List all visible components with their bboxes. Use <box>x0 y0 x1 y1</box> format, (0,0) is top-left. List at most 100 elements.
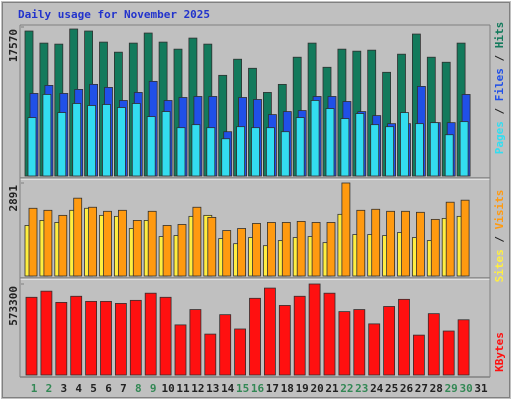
bar <box>266 222 276 277</box>
bar <box>401 210 410 277</box>
bar <box>28 207 38 277</box>
bar <box>115 303 127 376</box>
bar <box>102 104 111 177</box>
y-tick-label: 2891 <box>7 185 20 212</box>
bar <box>43 209 53 277</box>
bar <box>191 124 201 177</box>
bar <box>442 330 455 376</box>
y-tick-label: 17570 <box>7 29 20 62</box>
bar <box>222 230 232 277</box>
x-tick-label: 24 <box>370 382 384 395</box>
x-tick-label: 14 <box>221 382 235 395</box>
x-tick-label: 30 <box>459 382 472 395</box>
x-tick-label: 25 <box>385 382 398 395</box>
bar <box>296 221 306 277</box>
x-tick-label: 16 <box>251 382 265 395</box>
bar <box>159 296 172 376</box>
bar <box>132 220 142 277</box>
bar <box>281 222 291 277</box>
legend-separator: / <box>493 48 506 68</box>
x-tick-label: 17 <box>266 382 279 395</box>
bar <box>88 206 97 277</box>
bar <box>459 121 469 177</box>
bar <box>57 112 67 177</box>
chart-title: Daily usage for November 2025 <box>18 8 210 21</box>
legend-entry: Visits <box>493 190 506 230</box>
bar <box>325 108 335 177</box>
x-tick-label: 10 <box>161 382 174 395</box>
bar <box>129 299 142 376</box>
x-tick-label: 7 <box>120 382 127 395</box>
legend-entry: KBytes <box>493 332 506 372</box>
x-tick-label: 22 <box>340 382 353 395</box>
bar <box>146 116 156 177</box>
bar <box>27 117 37 177</box>
bar <box>206 127 216 177</box>
x-tick-label: 28 <box>430 382 443 395</box>
bar <box>414 123 424 177</box>
bar <box>118 209 127 277</box>
bar <box>204 333 217 376</box>
bar <box>73 197 83 277</box>
bar <box>323 292 336 376</box>
bar <box>131 103 141 177</box>
x-tick-label: 1 <box>31 382 38 395</box>
bar <box>117 107 126 177</box>
bar <box>445 201 455 277</box>
bar <box>103 210 112 277</box>
bar <box>252 223 261 277</box>
bar <box>385 126 395 177</box>
bar <box>42 94 52 177</box>
bar <box>144 292 157 376</box>
bar <box>308 283 321 376</box>
bar <box>72 103 82 177</box>
bar <box>355 113 365 177</box>
bar <box>87 105 96 177</box>
bar <box>249 297 261 376</box>
x-tick-label: 6 <box>105 382 112 395</box>
x-tick-label: 5 <box>90 382 97 395</box>
bar <box>251 127 260 177</box>
x-tick-label: 15 <box>236 382 249 395</box>
x-tick-label: 3 <box>60 382 67 395</box>
x-tick-label: 31 <box>474 382 488 395</box>
bar <box>25 296 38 376</box>
bar <box>161 111 171 177</box>
x-tick-label: 23 <box>355 382 368 395</box>
bar <box>311 222 321 277</box>
bar <box>295 117 305 177</box>
bar <box>429 122 439 177</box>
bar <box>310 100 320 177</box>
bar <box>263 287 276 376</box>
bar <box>58 214 68 277</box>
bar <box>386 210 396 277</box>
x-tick-label: 26 <box>400 382 414 395</box>
bar <box>353 309 366 376</box>
bar <box>341 182 351 277</box>
legend-separator: / <box>493 101 506 121</box>
bar <box>415 211 425 277</box>
bar <box>147 210 157 277</box>
x-tick-label: 9 <box>150 382 157 395</box>
x-tick-label: 29 <box>445 382 458 395</box>
x-tick-label: 12 <box>191 382 204 395</box>
x-tick-label: 13 <box>206 382 219 395</box>
x-tick-label: 19 <box>296 382 309 395</box>
bar <box>278 305 291 376</box>
bar <box>356 209 366 277</box>
bar <box>280 131 290 177</box>
x-tick-label: 2 <box>46 382 53 395</box>
legend-entry: Pages <box>493 121 506 154</box>
bar <box>100 300 112 376</box>
bar <box>400 112 409 177</box>
bar <box>177 224 187 277</box>
x-tick-label: 8 <box>135 382 142 395</box>
bar <box>457 319 470 376</box>
bar <box>237 228 247 277</box>
bar <box>460 199 470 277</box>
legend-separator: / <box>493 229 506 249</box>
bar <box>70 295 83 376</box>
bar <box>189 309 202 376</box>
bar <box>55 301 68 376</box>
